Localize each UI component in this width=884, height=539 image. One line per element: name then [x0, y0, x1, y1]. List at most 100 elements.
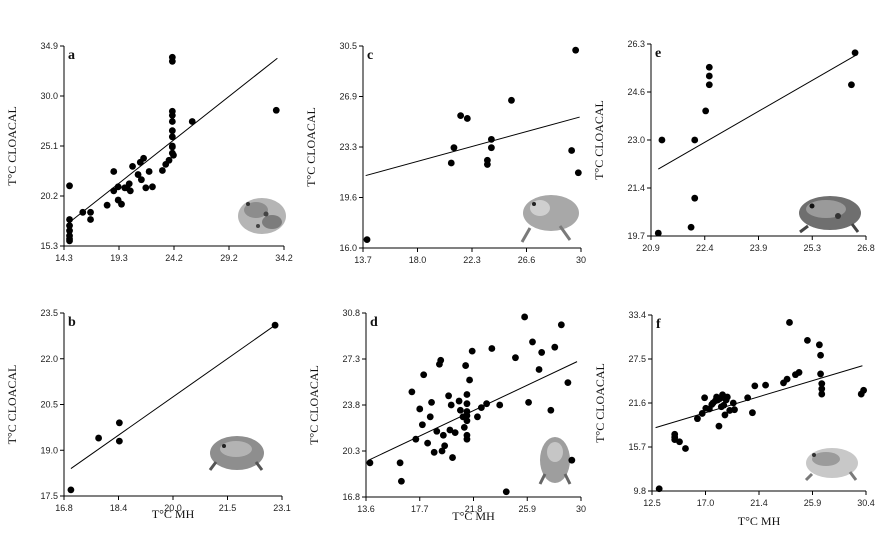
data-point — [521, 313, 529, 321]
data-point — [66, 222, 73, 229]
data-point — [795, 369, 803, 376]
y-tick-label: 19.0 — [40, 445, 58, 455]
data-point — [451, 429, 459, 436]
data-point — [463, 115, 471, 122]
data-point — [140, 154, 147, 162]
data-point — [396, 459, 404, 467]
data-point — [87, 216, 94, 223]
y-tick-label: 34.9 — [40, 41, 58, 51]
data-point — [658, 136, 666, 144]
data-point — [87, 208, 94, 216]
data-point — [445, 392, 452, 400]
y-tick-label: 21.6 — [628, 398, 646, 408]
x-tick-label: 12.5 — [643, 498, 661, 508]
data-point — [412, 435, 420, 443]
y-tick-label: 23.0 — [627, 135, 645, 145]
data-point — [165, 156, 173, 164]
data-point — [168, 127, 176, 135]
data-point — [126, 187, 134, 195]
data-point — [457, 112, 465, 120]
y-tick-label: 26.3 — [627, 39, 645, 49]
frog-photo-d — [538, 437, 572, 485]
data-point — [137, 176, 145, 184]
data-point — [397, 477, 405, 485]
data-point — [188, 118, 196, 125]
regression-line — [365, 116, 580, 177]
data-point — [525, 398, 532, 406]
data-point — [408, 388, 416, 396]
data-point — [547, 406, 555, 414]
y-axis-title: T°C CLOACAL — [592, 100, 606, 180]
frog-photo-c — [520, 195, 579, 243]
y-tick-label: 27.5 — [628, 354, 646, 364]
data-point — [66, 227, 73, 235]
data-point — [483, 156, 491, 164]
data-point — [433, 427, 441, 435]
data-point — [817, 370, 824, 378]
y-tick-label: 25.1 — [40, 141, 58, 151]
panel-e: 20.9 22.4 23.9 25.3 26.8 19.7 21.4 23.0 24.6 26.3… — [592, 39, 875, 253]
y-tick-label: 16.8 — [342, 492, 360, 502]
data-point — [783, 375, 791, 383]
data-point — [702, 107, 710, 115]
data-point — [66, 216, 73, 223]
x-tick-label: 26.8 — [857, 243, 875, 253]
data-point — [439, 431, 447, 439]
x-tick-label: 21.5 — [219, 503, 237, 513]
x-axis-title: T°C MH — [152, 507, 195, 521]
y-tick-label: 20.2 — [40, 191, 58, 201]
y-tick-label: 30.8 — [342, 308, 360, 318]
x-tick-label: 22.3 — [463, 255, 481, 265]
data-point — [366, 459, 374, 467]
x-tick-label: 30 — [576, 504, 586, 514]
regression-line — [70, 324, 276, 469]
data-point — [705, 63, 713, 71]
data-point — [437, 356, 445, 364]
x-tick-label: 26.6 — [518, 255, 536, 265]
data-point — [687, 223, 695, 231]
data-point — [463, 400, 471, 408]
data-point — [463, 417, 471, 425]
data-point — [851, 49, 859, 57]
y-tick-label: 30.0 — [40, 91, 58, 101]
data-point — [568, 456, 576, 464]
x-tick-label: 16.8 — [55, 503, 73, 513]
data-point — [676, 438, 683, 446]
data-point — [110, 168, 118, 175]
x-tick-label: 20.0 — [164, 503, 182, 513]
data-point — [110, 187, 118, 195]
data-point — [682, 445, 689, 452]
x-tick-label: 23.1 — [273, 503, 291, 513]
data-point — [466, 376, 473, 384]
panel-c: 13.7 18.0 22.3 26.6 30 16.0 19.6 23.3 26.9 30.5 T°… — [304, 41, 586, 265]
regression-line — [658, 55, 856, 170]
data-point — [817, 351, 824, 359]
data-point — [786, 319, 793, 326]
data-point — [170, 151, 177, 159]
y-tick-label: 19.7 — [627, 231, 645, 241]
data-point — [125, 180, 133, 188]
data-point — [103, 201, 111, 209]
x-axis-title: T°C MH — [452, 509, 495, 523]
data-point — [496, 401, 504, 409]
data-point — [424, 439, 432, 447]
data-point — [420, 371, 428, 379]
frog-photo-e — [799, 196, 861, 234]
data-point — [79, 208, 87, 216]
data-point — [691, 136, 699, 144]
data-point — [460, 423, 468, 431]
data-point — [426, 413, 434, 421]
y-tick-label: 9.8 — [633, 486, 646, 496]
data-point — [474, 413, 481, 421]
data-point — [115, 419, 123, 427]
y-axis-title: T°C CLOACAL — [304, 107, 318, 187]
y-tick-label: 27.3 — [342, 354, 360, 364]
data-point — [701, 394, 709, 402]
data-point — [168, 133, 176, 141]
frog-photo-b — [208, 436, 264, 471]
data-point — [168, 118, 176, 125]
data-point — [762, 381, 769, 389]
data-point — [694, 415, 701, 423]
frog-photo-a — [238, 198, 286, 234]
